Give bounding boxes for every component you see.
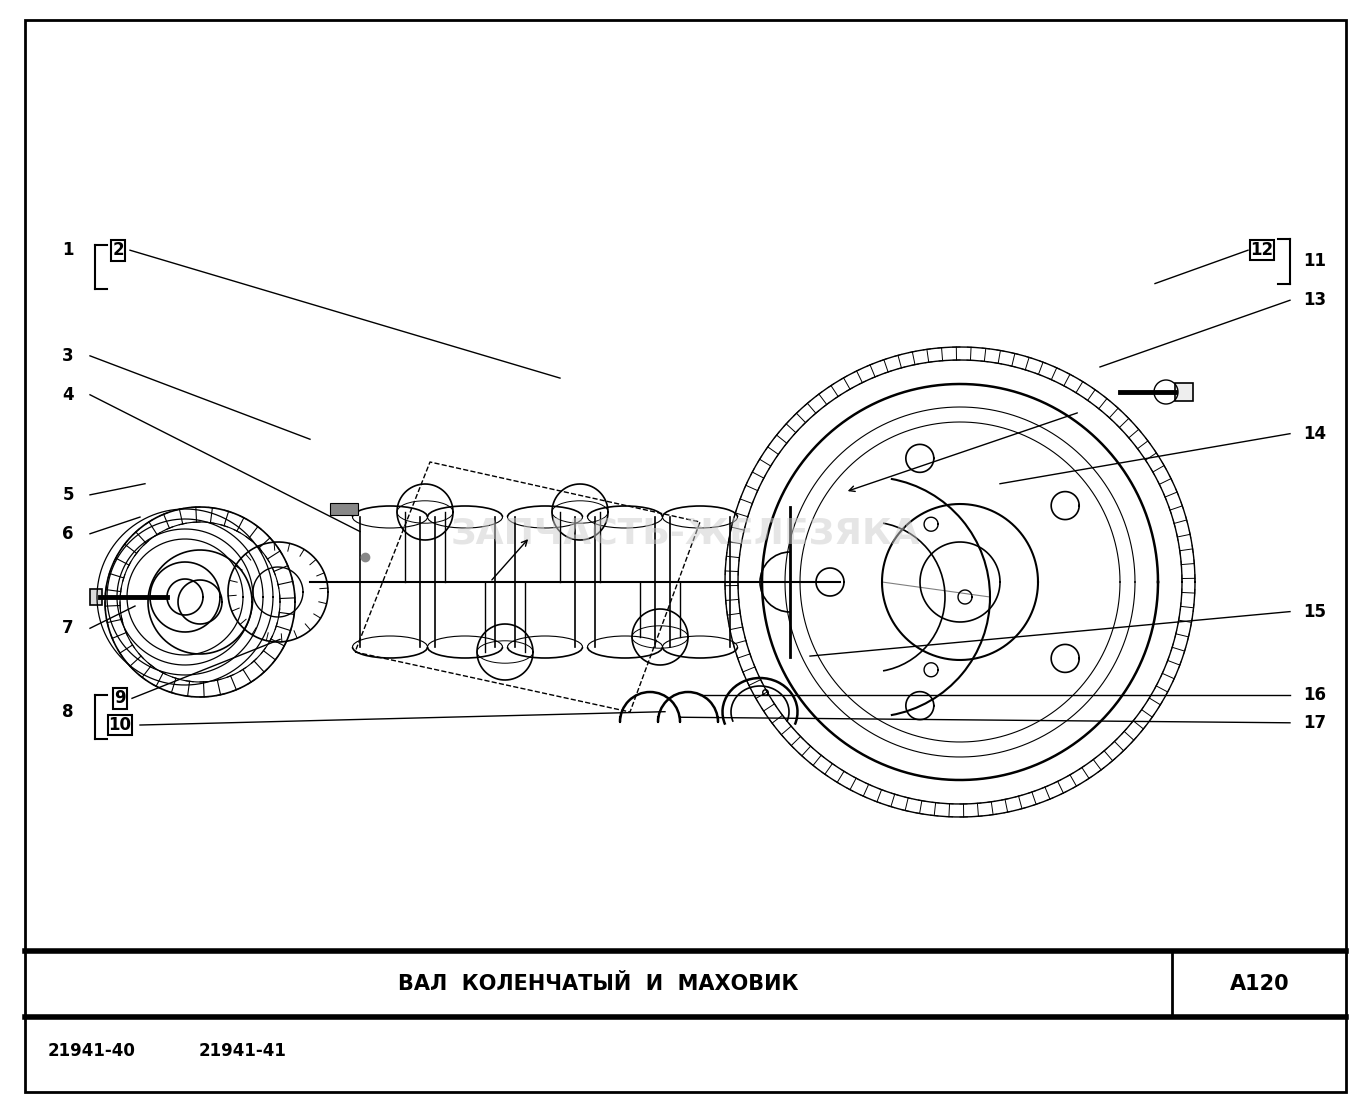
Text: 9: 9 <box>114 689 126 707</box>
Bar <box>1175 383 1193 401</box>
Text: 17: 17 <box>1304 714 1327 732</box>
Text: 5: 5 <box>62 486 74 504</box>
Text: 3: 3 <box>62 347 74 365</box>
Text: 1: 1 <box>62 241 74 259</box>
Text: 13: 13 <box>1304 291 1327 309</box>
Text: 21941-41: 21941-41 <box>199 1042 287 1060</box>
Text: 14: 14 <box>1304 425 1327 443</box>
Text: 21941-40: 21941-40 <box>48 1042 136 1060</box>
Text: 12: 12 <box>1250 241 1274 259</box>
Text: ЗАПЧАСТЬ-ЖЕЛЕЗЯКА: ЗАПЧАСТЬ-ЖЕЛЕЗЯКА <box>451 517 920 550</box>
Bar <box>90 589 101 605</box>
Text: 2: 2 <box>112 241 123 259</box>
Text: А120: А120 <box>1230 974 1289 994</box>
Text: ВАЛ  КОЛЕНЧАТЫЙ  И  МАХОВИК: ВАЛ КОЛЕНЧАТЫЙ И МАХОВИК <box>398 974 799 994</box>
Text: 8: 8 <box>62 703 74 721</box>
Bar <box>330 503 358 515</box>
Text: 7: 7 <box>62 619 74 637</box>
Text: 4: 4 <box>62 386 74 404</box>
Text: 6: 6 <box>62 525 74 543</box>
Text: 11: 11 <box>1304 252 1327 270</box>
Text: 15: 15 <box>1304 603 1327 620</box>
Text: 16: 16 <box>1304 686 1327 704</box>
Text: 10: 10 <box>108 716 132 734</box>
